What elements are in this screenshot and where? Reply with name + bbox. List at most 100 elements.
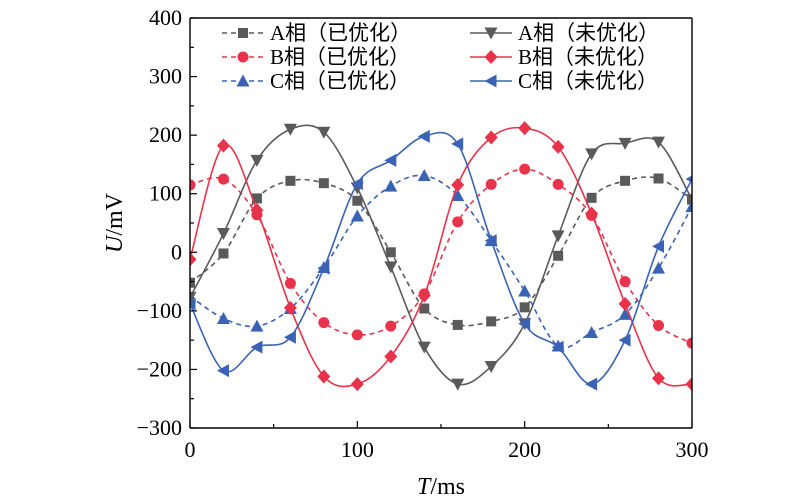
data-point-marker <box>285 175 296 186</box>
data-point-marker <box>384 153 397 167</box>
data-point-marker <box>551 139 565 154</box>
series-line <box>190 176 692 327</box>
data-point-marker <box>518 317 531 331</box>
axes: −300 −200 −100 0 100 200 300 400 0 100 200 300 <box>137 5 709 462</box>
data-point-marker <box>385 320 397 332</box>
data-point-marker <box>518 121 532 136</box>
data-point-marker <box>283 300 297 315</box>
series-2 <box>190 163 692 349</box>
data-point-marker <box>653 320 665 331</box>
data-point-marker <box>484 27 498 40</box>
data-point-marker <box>384 179 398 192</box>
data-point-marker <box>652 136 666 149</box>
data-point-marker <box>451 137 464 151</box>
data-point-marker <box>652 261 666 274</box>
data-point-marker <box>485 178 497 190</box>
data-point-marker <box>484 130 498 145</box>
y-axis-title: U/mV <box>102 192 128 253</box>
data-point-marker <box>236 74 250 87</box>
series-4 <box>190 123 692 391</box>
data-point-marker <box>585 326 599 339</box>
data-point-marker <box>216 364 229 378</box>
data-point-marker <box>190 179 196 191</box>
data-point-marker <box>318 317 330 329</box>
series-line <box>190 174 692 349</box>
series-line <box>190 168 692 344</box>
data-point-marker <box>190 297 196 311</box>
legend-item-6: C相（未优化） <box>470 69 658 93</box>
data-point-marker <box>484 74 497 88</box>
legend-label: B相（已优化） <box>270 45 410 69</box>
data-point-marker <box>586 192 597 203</box>
data-point-marker <box>653 173 664 184</box>
series-line <box>190 124 692 386</box>
x-axis-title: T/ms <box>417 474 465 500</box>
data-point-marker <box>685 377 692 392</box>
x-tick-label: 0 <box>185 437 196 462</box>
axis-title-variable: T <box>417 474 432 500</box>
data-point-marker <box>519 163 531 175</box>
data-point-marker <box>619 276 631 288</box>
data-point-marker <box>618 296 632 311</box>
data-point-marker <box>419 303 430 314</box>
y-tick-label: −300 <box>137 415 182 440</box>
data-point-marker <box>283 123 297 136</box>
data-point-marker <box>384 261 398 274</box>
data-point-marker <box>350 377 364 392</box>
data-point-marker <box>551 230 565 243</box>
data-point-marker <box>685 194 692 207</box>
data-point-marker <box>417 288 431 303</box>
data-point-marker <box>190 277 195 288</box>
series-1 <box>190 173 692 330</box>
data-point-marker <box>216 228 230 241</box>
axis-title-unit: /ms <box>430 474 465 500</box>
data-point-marker <box>484 50 498 64</box>
data-point-marker <box>552 178 564 190</box>
series-curves <box>190 121 692 392</box>
data-point-marker <box>417 129 430 143</box>
data-point-marker <box>553 250 564 261</box>
data-point-marker <box>318 178 329 189</box>
data-point-marker <box>518 284 532 297</box>
data-point-marker <box>451 378 465 391</box>
data-point-marker <box>250 319 264 332</box>
legend-label: A相（未优化） <box>518 21 659 45</box>
plot-area <box>190 121 692 392</box>
series-5 <box>190 121 692 392</box>
x-tick-label: 100 <box>341 437 374 462</box>
data-point-marker <box>350 209 364 222</box>
data-point-marker <box>283 330 296 344</box>
y-tick-label: 0 <box>171 239 182 264</box>
data-point-marker <box>652 371 666 386</box>
data-point-marker <box>686 337 692 349</box>
data-point-marker <box>251 193 262 204</box>
data-point-marker <box>685 200 692 213</box>
data-point-marker <box>218 248 229 259</box>
data-point-marker <box>216 138 230 153</box>
y-tick-label: 200 <box>149 122 182 147</box>
data-point-marker <box>620 175 631 186</box>
data-point-marker <box>217 173 229 185</box>
data-point-marker <box>284 277 296 289</box>
data-point-marker <box>484 234 497 248</box>
data-point-marker <box>237 51 249 63</box>
data-point-marker <box>352 195 363 206</box>
y-tick-label: 100 <box>149 181 182 206</box>
legend-item-3: C相（已优化） <box>222 69 410 93</box>
data-point-marker <box>551 340 564 354</box>
data-point-marker <box>417 341 431 354</box>
legend-label: B相（未优化） <box>518 45 658 69</box>
data-point-marker <box>351 329 363 341</box>
data-point-marker <box>190 252 197 267</box>
data-point-marker <box>238 28 248 38</box>
data-point-marker <box>519 302 530 313</box>
data-point-marker <box>452 216 464 228</box>
data-point-marker <box>585 377 598 391</box>
series-line <box>190 126 692 388</box>
legend-label: C相（未优化） <box>518 69 658 93</box>
data-point-marker <box>250 203 264 218</box>
data-point-marker <box>452 319 463 330</box>
data-point-marker <box>685 175 692 183</box>
x-tick-label: 300 <box>676 437 709 462</box>
